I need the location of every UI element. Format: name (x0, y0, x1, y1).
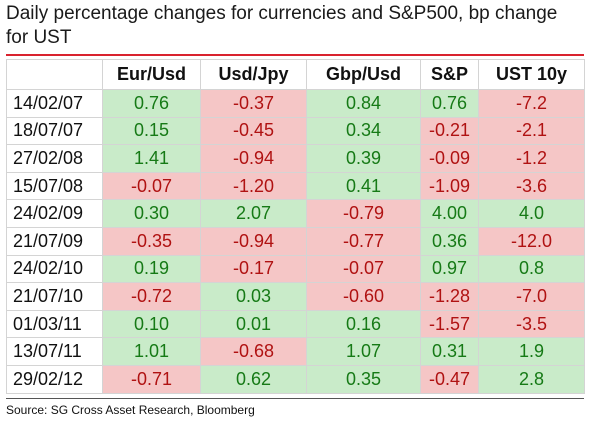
value-cell: -2.1 (478, 116, 585, 146)
value-cell: -0.47 (420, 364, 479, 394)
row-date: 24/02/09 (6, 199, 103, 228)
value-cell: 0.76 (420, 89, 479, 118)
row-date: 15/07/08 (6, 171, 103, 201)
value-cell: -0.09 (420, 144, 479, 173)
value-cell: 0.34 (306, 116, 421, 146)
value-cell: 0.41 (306, 171, 421, 201)
value-cell: 0.76 (102, 89, 201, 118)
value-cell: -0.94 (200, 144, 307, 173)
column-header: Gbp/Usd (306, 59, 421, 90)
value-cell: -12.0 (478, 226, 585, 256)
table-row: 15/07/08 -0.07 -1.20 0.41 -1.09 -3.6 (6, 171, 585, 201)
value-cell: 2.07 (200, 199, 307, 228)
column-header: UST 10y (478, 59, 585, 90)
table-row: 01/03/11 0.10 0.01 0.16 -1.57 -3.5 (6, 309, 585, 339)
value-cell: 0.15 (102, 116, 201, 146)
row-date: 01/03/11 (6, 309, 103, 339)
row-date: 21/07/09 (6, 226, 103, 256)
value-cell: -1.09 (420, 171, 479, 201)
value-cell: -0.35 (102, 226, 201, 256)
column-header: Eur/Usd (102, 59, 201, 90)
row-date: 21/07/10 (6, 282, 103, 311)
table-row: 24/02/09 0.30 2.07 -0.79 4.00 4.0 (6, 199, 585, 228)
value-cell: 0.16 (306, 309, 421, 339)
value-cell: -0.45 (200, 116, 307, 146)
header-corner (6, 59, 103, 90)
table-row: 14/02/07 0.76 -0.37 0.84 0.76 -7.2 (6, 89, 585, 118)
value-cell: 0.84 (306, 89, 421, 118)
value-cell: 1.41 (102, 144, 201, 173)
value-cell: -3.5 (478, 309, 585, 339)
value-cell: -0.94 (200, 226, 307, 256)
table-row: 21/07/10 -0.72 0.03 -0.60 -1.28 -7.0 (6, 282, 585, 311)
value-cell: -0.79 (306, 199, 421, 228)
value-cell: -3.6 (478, 171, 585, 201)
value-cell: -0.71 (102, 364, 201, 394)
table-row: 29/02/12 -0.71 0.62 0.35 -0.47 2.8 (6, 364, 585, 394)
value-cell: -1.2 (478, 144, 585, 173)
value-cell: 1.07 (306, 337, 421, 366)
value-cell: 4.0 (478, 199, 585, 228)
row-date: 13/07/11 (6, 337, 103, 366)
row-date: 29/02/12 (6, 364, 103, 394)
value-cell: -0.07 (102, 171, 201, 201)
row-date: 24/02/10 (6, 254, 103, 284)
bottom-rule (6, 398, 584, 399)
value-cell: -0.60 (306, 282, 421, 311)
value-cell: 0.39 (306, 144, 421, 173)
value-cell: -1.20 (200, 171, 307, 201)
value-cell: -0.17 (200, 254, 307, 284)
source-note: Source: SG Cross Asset Research, Bloombe… (6, 403, 255, 417)
table-row: 27/02/08 1.41 -0.94 0.39 -0.09 -1.2 (6, 144, 585, 173)
value-cell: 0.01 (200, 309, 307, 339)
table-row: 18/07/07 0.15 -0.45 0.34 -0.21 -2.1 (6, 116, 585, 146)
data-table: Eur/Usd Usd/Jpy Gbp/Usd S&P UST 10y 14/0… (6, 59, 585, 394)
value-cell: 0.30 (102, 199, 201, 228)
value-cell: -1.57 (420, 309, 479, 339)
value-cell: -7.2 (478, 89, 585, 118)
value-cell: 0.8 (478, 254, 585, 284)
value-cell: -7.0 (478, 282, 585, 311)
value-cell: 4.00 (420, 199, 479, 228)
value-cell: -0.21 (420, 116, 479, 146)
value-cell: -0.68 (200, 337, 307, 366)
value-cell: -0.07 (306, 254, 421, 284)
value-cell: 0.03 (200, 282, 307, 311)
value-cell: 2.8 (478, 364, 585, 394)
value-cell: -0.37 (200, 89, 307, 118)
value-cell: 0.36 (420, 226, 479, 256)
value-cell: -0.77 (306, 226, 421, 256)
row-date: 27/02/08 (6, 144, 103, 173)
value-cell: -0.72 (102, 282, 201, 311)
value-cell: 0.35 (306, 364, 421, 394)
chart-title: Daily percentage changes for currencies … (6, 3, 558, 48)
column-header: S&P (420, 59, 479, 90)
value-cell: 0.97 (420, 254, 479, 284)
value-cell: 1.9 (478, 337, 585, 366)
table-row: 24/02/10 0.19 -0.17 -0.07 0.97 0.8 (6, 254, 585, 284)
value-cell: 0.19 (102, 254, 201, 284)
table-row: 21/07/09 -0.35 -0.94 -0.77 0.36 -12.0 (6, 226, 585, 256)
row-date: 14/02/07 (6, 89, 103, 118)
title-rule (6, 54, 584, 56)
header-row: Eur/Usd Usd/Jpy Gbp/Usd S&P UST 10y (6, 59, 585, 90)
value-cell: 1.01 (102, 337, 201, 366)
value-cell: 0.62 (200, 364, 307, 394)
column-header: Usd/Jpy (200, 59, 307, 90)
value-cell: 0.10 (102, 309, 201, 339)
table-body: 14/02/07 0.76 -0.37 0.84 0.76 -7.2 18/07/07 0.1… (6, 89, 585, 394)
value-cell: -1.28 (420, 282, 479, 311)
value-cell: 0.31 (420, 337, 479, 366)
table-row: 13/07/11 1.01 -0.68 1.07 0.31 1.9 (6, 337, 585, 366)
row-date: 18/07/07 (6, 116, 103, 146)
